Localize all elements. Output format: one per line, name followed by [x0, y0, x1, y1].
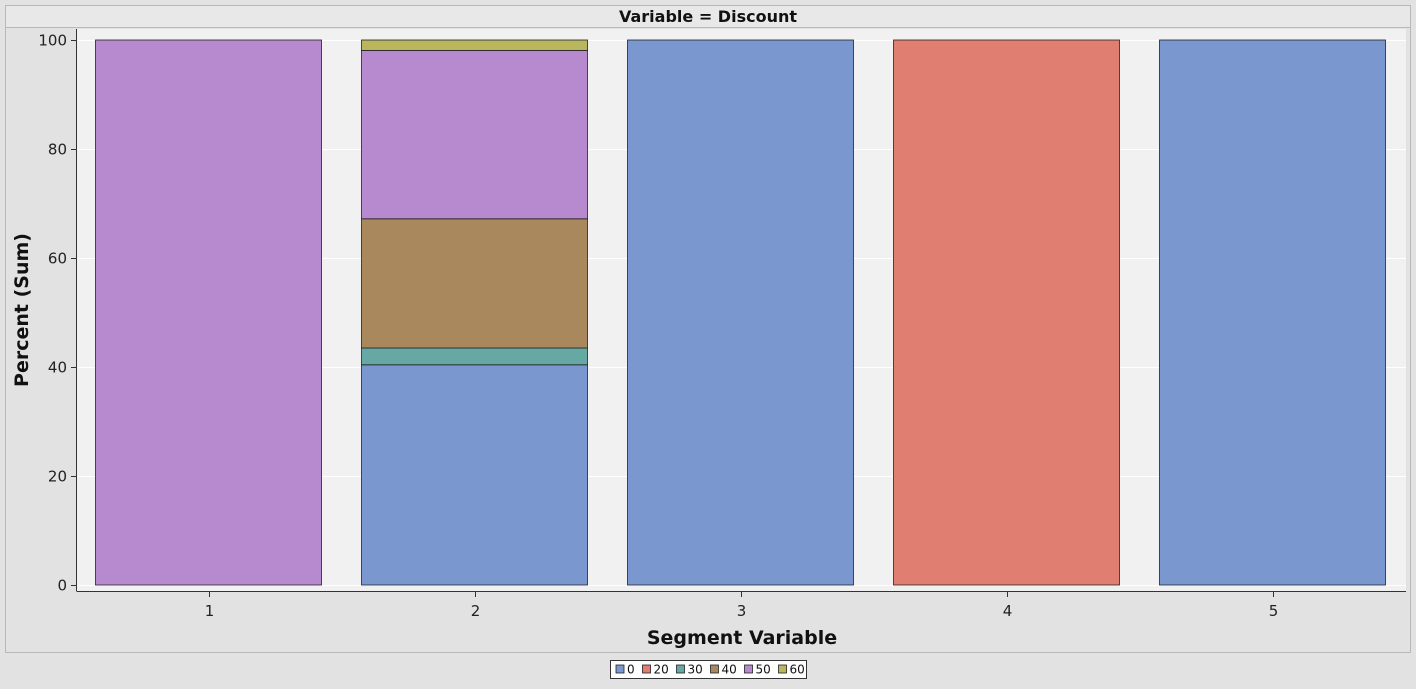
- bar-segment-2-40: [361, 218, 588, 349]
- legend-swatch-60: [778, 664, 787, 674]
- legend-swatch-20: [642, 664, 651, 674]
- x-tick-label: 3: [737, 602, 747, 620]
- bar-segment-2-30: [361, 347, 588, 366]
- legend-label-50: 50: [756, 663, 771, 677]
- legend-label-40: 40: [722, 663, 737, 677]
- legend-label-60: 60: [790, 663, 805, 677]
- chart-title: Variable = Discount: [619, 7, 797, 26]
- bars: [95, 39, 1386, 586]
- legend-swatch-50: [744, 664, 753, 674]
- legend-label-30: 30: [688, 663, 703, 677]
- y-axis-title: Percent (Sum): [11, 233, 33, 387]
- y-tick-label: 60: [48, 250, 67, 268]
- y-axis-ticks: 0 20 40 60 80 100: [38, 32, 76, 595]
- panel-title-strip: [6, 6, 1410, 27]
- legend-label-20: 20: [654, 663, 669, 677]
- y-tick-label: 0: [57, 577, 67, 595]
- y-tick-label: 20: [48, 468, 67, 486]
- x-axis-ticks: 1 2 3 4 5: [205, 592, 1279, 620]
- x-tick-label: 2: [471, 602, 481, 620]
- legend-swatch-0: [615, 664, 625, 674]
- y-tick-label: 80: [48, 141, 67, 159]
- x-tick-label: 4: [1003, 602, 1013, 620]
- x-tick-label: 5: [1269, 602, 1279, 620]
- legend-label-0: 0: [627, 663, 635, 677]
- bar-segment-2-60: [361, 39, 588, 51]
- bar-segment-2-0: [361, 364, 588, 586]
- legend: 0 20 30 40 50 60: [610, 660, 807, 679]
- x-axis-title: Segment Variable: [647, 627, 837, 649]
- legend-swatch-30: [676, 664, 685, 674]
- y-tick-label: 100: [38, 32, 67, 50]
- bar-segment-2-50: [361, 50, 588, 220]
- bar-segment-1-50: [95, 39, 322, 586]
- bar-segment-3-0: [627, 39, 854, 586]
- bar-segment-5-0: [1159, 39, 1386, 586]
- bar-segment-4-20: [893, 39, 1120, 586]
- legend-swatch-40: [710, 664, 719, 674]
- y-tick-label: 40: [48, 359, 67, 377]
- legend-box: [610, 660, 807, 679]
- axes: [76, 29, 1406, 592]
- x-tick-label: 1: [205, 602, 215, 620]
